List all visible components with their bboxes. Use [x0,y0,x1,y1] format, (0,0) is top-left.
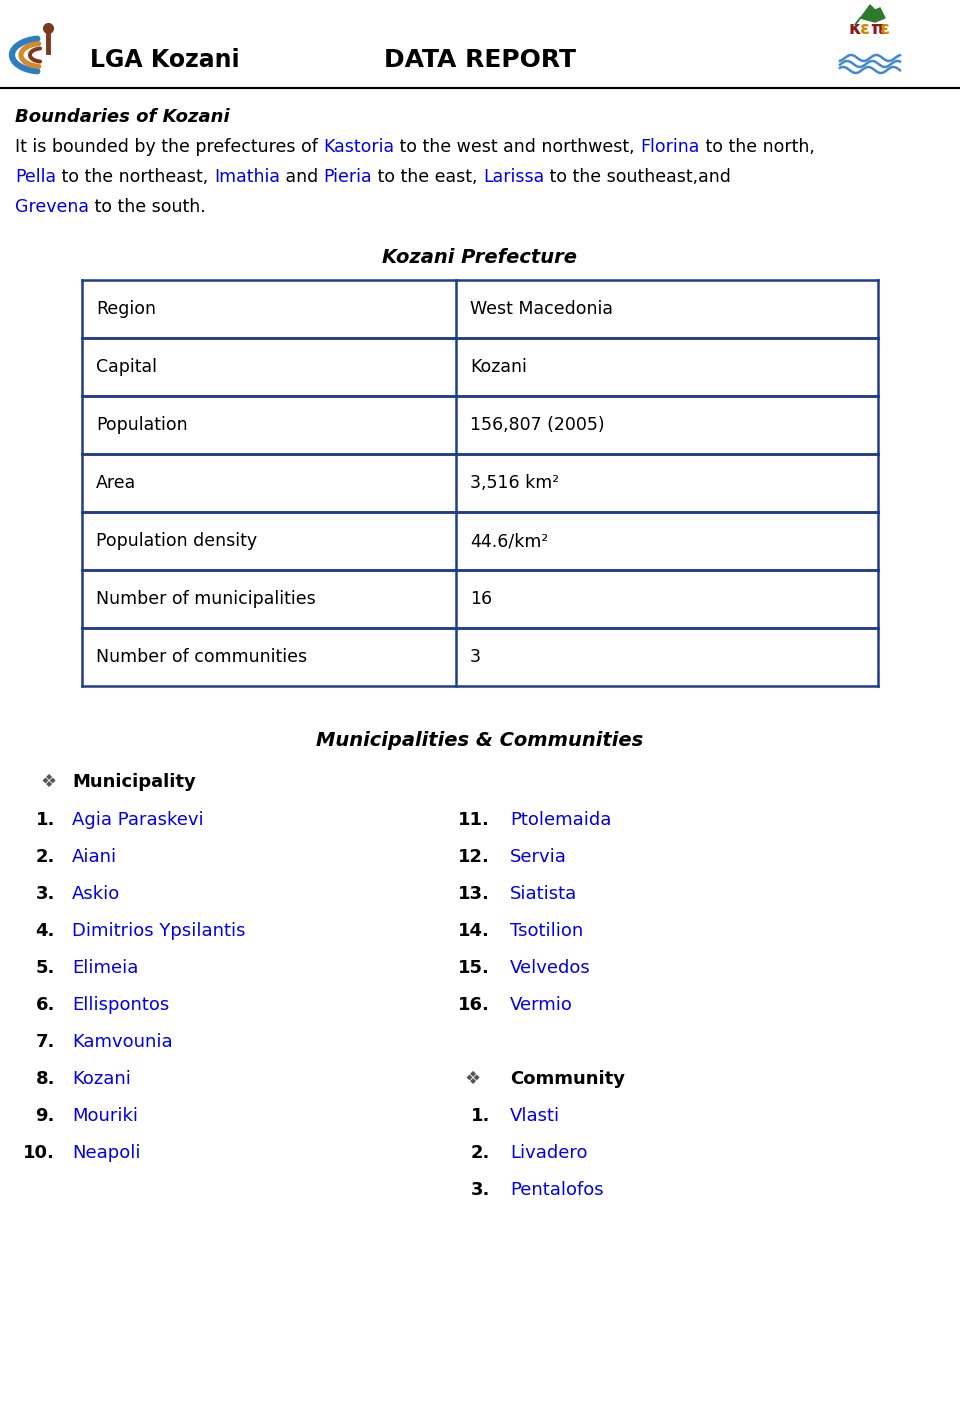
Text: Pentalofos: Pentalofos [510,1180,604,1199]
Text: 3,516 km²: 3,516 km² [470,475,559,492]
Text: π: π [870,20,884,38]
Text: 16.: 16. [458,996,490,1015]
Text: 7.: 7. [36,1033,55,1051]
Text: Municipalities & Communities: Municipalities & Communities [317,731,643,750]
Text: κ: κ [848,20,861,38]
Text: 2.: 2. [470,1144,490,1162]
Text: 8.: 8. [36,1070,55,1088]
Text: 2.: 2. [36,847,55,866]
Text: Population density: Population density [96,531,257,550]
Text: Boundaries of Kozani: Boundaries of Kozani [15,108,229,126]
Text: Kozani: Kozani [470,359,527,376]
Text: West Macedonia: West Macedonia [470,300,613,317]
Text: Region: Region [96,300,156,317]
Text: 3: 3 [470,648,481,666]
Text: to the northeast,: to the northeast, [56,169,214,186]
Text: Area: Area [96,475,136,492]
Text: to the southeast,and: to the southeast,and [544,169,732,186]
Text: Neapoli: Neapoli [72,1144,140,1162]
Text: Askio: Askio [72,886,120,903]
Text: 44.6/km²: 44.6/km² [470,531,548,550]
Text: 3.: 3. [470,1180,490,1199]
Text: 10.: 10. [23,1144,55,1162]
Text: Mouriki: Mouriki [72,1107,138,1125]
Text: Florina: Florina [640,137,700,156]
Text: Kozani: Kozani [72,1070,131,1088]
Text: Ellispontos: Ellispontos [72,996,169,1015]
Text: 156,807 (2005): 156,807 (2005) [470,417,605,434]
Text: ε: ε [880,20,890,38]
Text: Kozani Prefecture: Kozani Prefecture [382,248,578,266]
Text: Imathia: Imathia [214,169,280,186]
Text: Servia: Servia [510,847,566,866]
Text: Capital: Capital [96,359,157,376]
Text: ε: ε [860,20,870,38]
Text: 1.: 1. [36,811,55,829]
Text: 9.: 9. [36,1107,55,1125]
Text: Agia Paraskevi: Agia Paraskevi [72,811,204,829]
Text: Tsotilion: Tsotilion [510,922,584,939]
Text: LGA Kozani: LGA Kozani [90,48,240,72]
Text: DATA REPORT: DATA REPORT [384,48,576,72]
Text: Kastoria: Kastoria [324,137,395,156]
Text: Number of municipalities: Number of municipalities [96,589,316,608]
Text: Kamvounia: Kamvounia [72,1033,173,1051]
Text: Community: Community [510,1070,625,1088]
Text: Aiani: Aiani [72,847,117,866]
Text: to the north,: to the north, [700,137,815,156]
Text: 11.: 11. [458,811,490,829]
Text: Grevena: Grevena [15,198,89,215]
Text: 14.: 14. [458,922,490,939]
Text: 3.: 3. [36,886,55,903]
Text: 4.: 4. [36,922,55,939]
Text: Siatista: Siatista [510,886,577,903]
Text: Livadero: Livadero [510,1144,588,1162]
Polygon shape [855,6,885,26]
Text: to the east,: to the east, [372,169,483,186]
Text: 12.: 12. [458,847,490,866]
Text: 1.: 1. [470,1107,490,1125]
Text: 5.: 5. [36,959,55,976]
Text: 15.: 15. [458,959,490,976]
Text: 6.: 6. [36,996,55,1015]
Text: 13.: 13. [458,886,490,903]
Text: Pieria: Pieria [324,169,372,186]
Text: ❖: ❖ [40,774,56,791]
Text: Larissa: Larissa [483,169,544,186]
Text: and: and [280,169,324,186]
Text: Population: Population [96,417,187,434]
Text: Ptolemaida: Ptolemaida [510,811,612,829]
Text: Vermio: Vermio [510,996,573,1015]
Text: to the west and northwest,: to the west and northwest, [395,137,640,156]
Text: Pella: Pella [15,169,56,186]
Text: Municipality: Municipality [72,774,196,791]
Text: ❖: ❖ [465,1070,481,1088]
Text: Number of communities: Number of communities [96,648,307,666]
Text: to the south.: to the south. [89,198,205,215]
Text: 16: 16 [470,589,492,608]
Text: It is bounded by the prefectures of: It is bounded by the prefectures of [15,137,324,156]
Text: Velvedos: Velvedos [510,959,590,976]
Text: Vlasti: Vlasti [510,1107,560,1125]
Text: Elimeia: Elimeia [72,959,138,976]
Text: Dimitrios Ypsilantis: Dimitrios Ypsilantis [72,922,246,939]
